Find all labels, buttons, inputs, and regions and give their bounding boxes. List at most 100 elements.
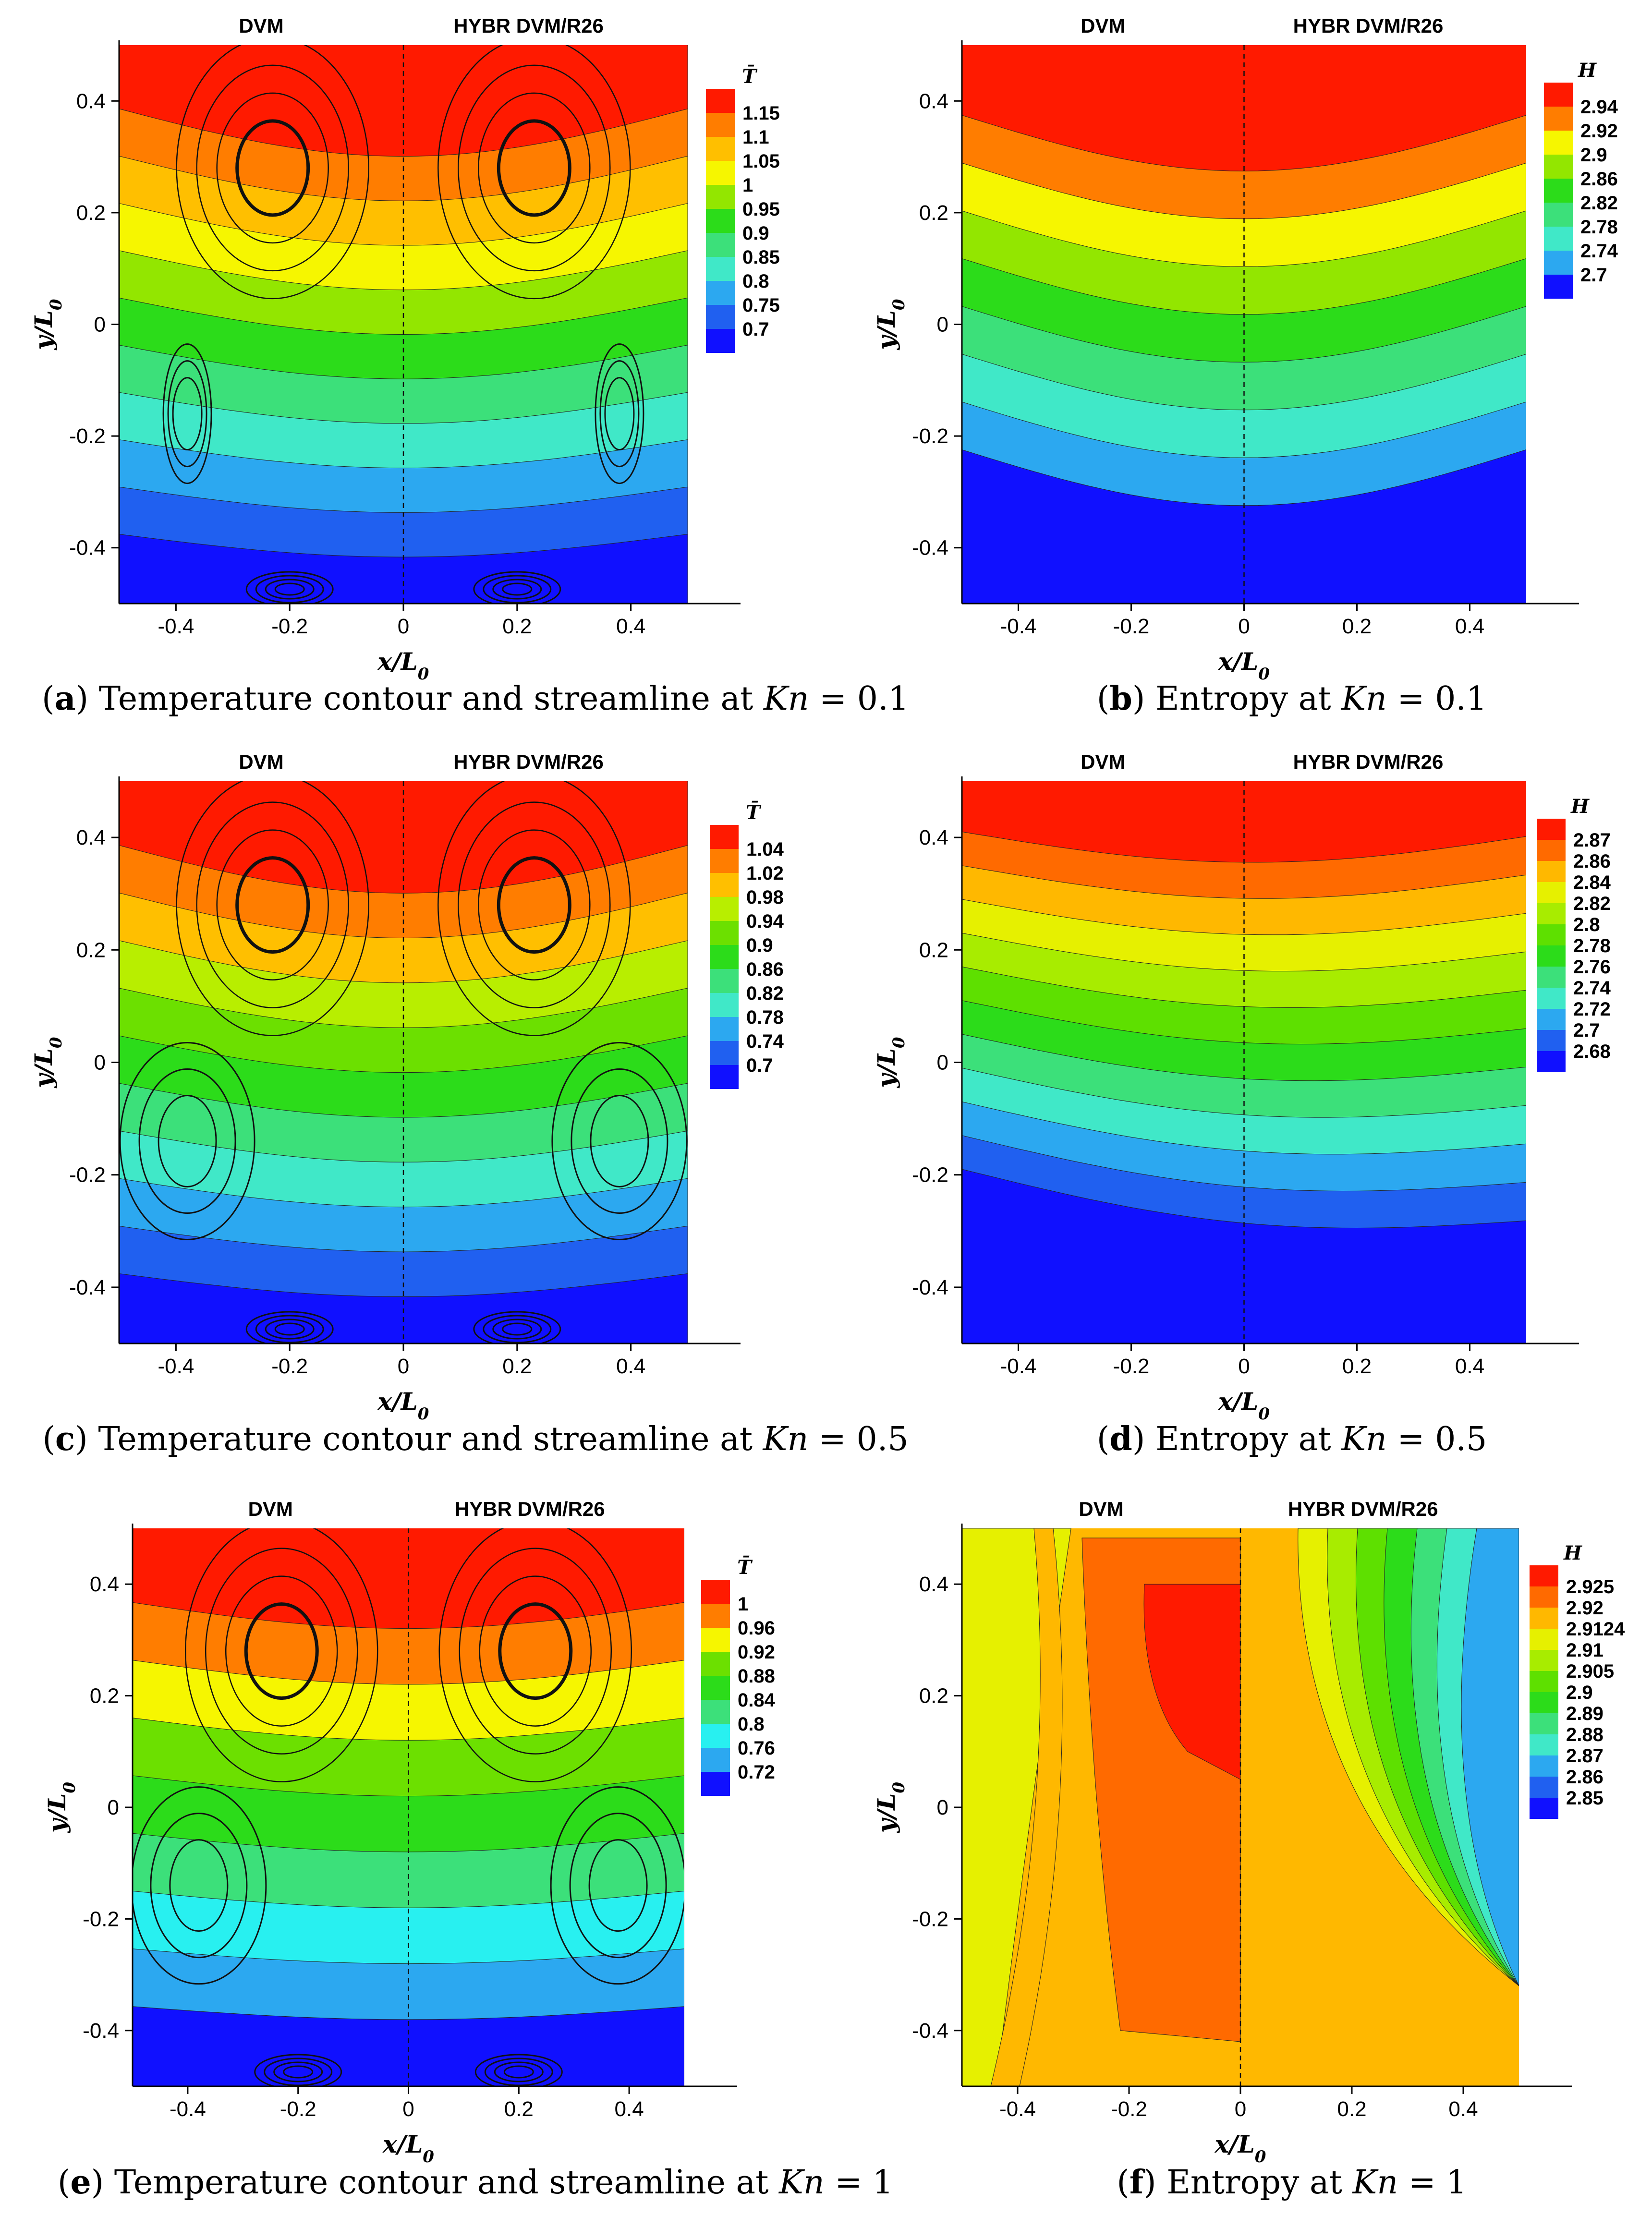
streamline-vortex [478, 92, 591, 244]
legend-swatch [701, 1700, 730, 1724]
streamline-vortex [437, 45, 631, 300]
method-label-left: DVM [1081, 750, 1125, 773]
x-tick-label: -0.4 [170, 2097, 206, 2121]
legend-label: 2.74 [1580, 241, 1618, 262]
y-tick-label: -0.4 [912, 536, 948, 560]
x-axis-label: x/L0 [377, 1387, 429, 1424]
streamline-vortex [473, 1311, 561, 1344]
x-tick-label: -0.2 [1111, 2097, 1147, 2121]
legend-swatch [701, 1772, 730, 1796]
x-axis-label: x/L0 [382, 2130, 434, 2167]
x-tick-label: 0 [398, 615, 409, 638]
chart-panel-b: -0.4 -0.2 0 0.2 0.4 -0.4 -0.2 0 0.2 0.4 x/L0 y/L0 DV… [872, 14, 1618, 718]
legend-swatch [1537, 819, 1566, 840]
legend-label: 0.7 [746, 1055, 773, 1076]
legend-label: 2.78 [1580, 217, 1618, 238]
x-tick-label: -0.4 [999, 2097, 1036, 2121]
streamline-vortex [474, 2054, 563, 2086]
legend-swatch [1537, 1051, 1566, 1072]
y-tick-label: 0.2 [919, 1684, 948, 1708]
chart-panel-d: -0.4 -0.2 0 0.2 0.4 -0.4 -0.2 0 0.2 0.4 x/L0 y/L0 DV… [872, 750, 1611, 1458]
x-tick-label: -0.2 [1113, 1355, 1150, 1378]
legend-label: 2.9 [1566, 1682, 1593, 1703]
streamline-vortex [235, 856, 310, 954]
legend-swatch [706, 185, 735, 209]
legend-label: 0.8 [742, 271, 769, 292]
legend-label: 2.86 [1566, 1767, 1603, 1788]
x-axis-label: x/L0 [1218, 1387, 1270, 1424]
streamline-vortex [265, 579, 315, 600]
legend-label: 1.15 [742, 103, 780, 124]
legend-label: 2.87 [1566, 1745, 1603, 1767]
legend-label: 2.9 [1580, 145, 1607, 166]
x-tick-label: -0.2 [1113, 615, 1150, 638]
streamline-vortex [196, 801, 349, 1008]
legend: T̄ 1.15 1.1 1.05 1 0.95 0.9 0.85 0.8 0.75 0.7 [706, 65, 780, 353]
legend-label: 1.04 [746, 839, 784, 860]
streamline-vortex [264, 2058, 333, 2086]
method-label-left: DVM [248, 1498, 293, 1520]
streamlines [162, 45, 644, 604]
legend-swatch [706, 281, 735, 305]
y-axis-label: y/L0 [29, 299, 66, 350]
legend-swatch [710, 1017, 739, 1041]
legend-title: H [1570, 795, 1590, 818]
y-tick-label: 0.2 [76, 201, 106, 225]
method-label-left: DVM [1079, 1498, 1123, 1520]
legend-label: 0.82 [746, 983, 784, 1004]
legend-swatch [706, 209, 735, 233]
streamline-vortex [265, 1319, 315, 1340]
legend-swatch [706, 137, 735, 161]
streamline-vortex [167, 360, 207, 468]
legend-label: 2.76 [1573, 956, 1611, 978]
x-tick-label: -0.4 [1000, 1355, 1037, 1378]
legend-swatch [701, 1628, 730, 1652]
y-tick-label: 0.4 [919, 1573, 948, 1596]
y-tick-label: 0.4 [76, 826, 106, 849]
y-tick-label: -0.4 [912, 1276, 948, 1299]
y-tick-label: -0.2 [912, 1907, 948, 1931]
legend-label: 1 [742, 175, 753, 196]
legend-label: 0.86 [746, 959, 784, 980]
chart-panel-c: -0.4 -0.2 0 0.2 0.4 -0.4 -0.2 0 0.2 0.4 x/L0 y/L0 DV… [29, 750, 909, 1458]
y-tick-label: -0.4 [83, 2019, 119, 2043]
streamline-vortex [172, 377, 203, 451]
legend-label: 2.82 [1573, 893, 1611, 914]
streamline-vortex [550, 1786, 684, 1985]
legend-swatch [1530, 1777, 1558, 1798]
legend-label: 0.9 [746, 935, 773, 956]
legend-title: T̄ [746, 801, 762, 824]
legend-swatch [701, 1652, 730, 1676]
streamline-vortex [497, 119, 571, 217]
method-label-left: DVM [1081, 14, 1125, 37]
legend-label: 2.9124 [1566, 1619, 1625, 1640]
y-axis-label: y/L0 [872, 299, 909, 350]
streamline-vortex [133, 1786, 267, 1985]
contour-band [990, 1528, 1063, 2086]
streamline-vortex [176, 781, 369, 1036]
legend-swatch [1537, 988, 1566, 1009]
legend-swatch [710, 873, 739, 897]
streamline-vortex [473, 571, 561, 604]
legend-swatch [710, 1041, 739, 1065]
streamline-vortex [503, 2065, 534, 2079]
streamline-vortex [458, 801, 611, 1008]
legend-label: 0.76 [738, 1738, 775, 1759]
legend-label: 0.94 [746, 911, 784, 932]
streamline-vortex [235, 119, 310, 217]
streamline-vortex [437, 781, 631, 1036]
streamlines [119, 781, 688, 1344]
streamline-vortex [196, 64, 349, 272]
y-tick-label: 0.4 [919, 89, 948, 113]
streamline-vortex [169, 1839, 229, 1932]
legend-swatch [1537, 903, 1566, 924]
legend-title: T̄ [737, 1556, 753, 1579]
x-tick-label: 0.4 [615, 2097, 644, 2121]
method-label-left: DVM [239, 750, 283, 773]
legend-swatch [1530, 1586, 1558, 1608]
y-tick-label: -0.2 [912, 1163, 948, 1187]
legend-swatch [1537, 882, 1566, 903]
legend-label: 2.86 [1573, 851, 1611, 872]
y-tick-label: -0.2 [69, 424, 106, 448]
streamlines [133, 1528, 684, 2086]
